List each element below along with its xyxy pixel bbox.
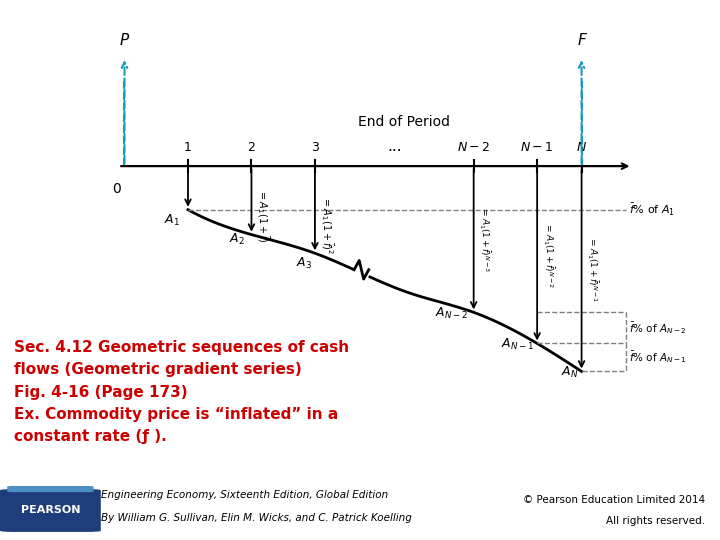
Text: $= A_1(1+\bar{f})^{N-2}$: $= A_1(1+\bar{f})^{N-2}$: [541, 221, 555, 288]
Text: ...: ...: [387, 139, 402, 154]
Text: End of Period: End of Period: [358, 115, 450, 129]
Text: $A_2$: $A_2$: [229, 232, 245, 247]
Text: $\bar{f}$% of $A_1$: $\bar{f}$% of $A_1$: [629, 202, 675, 218]
Text: 3: 3: [311, 141, 319, 154]
Text: $N$: $N$: [576, 141, 587, 154]
FancyBboxPatch shape: [0, 489, 101, 532]
Text: $= A_1(1+\bar{f})^2$: $= A_1(1+\bar{f})^2$: [319, 196, 334, 254]
Text: $N-1$: $N-1$: [521, 141, 554, 154]
Text: Sec. 4.12 Geometric sequences of cash
flows (Geometric gradient series)
Fig. 4-1: Sec. 4.12 Geometric sequences of cash fl…: [14, 340, 349, 444]
Text: $\bar{f}$% of $A_{N-2}$: $\bar{f}$% of $A_{N-2}$: [629, 320, 687, 336]
Text: All rights reserved.: All rights reserved.: [606, 516, 706, 526]
Text: $A_{N-2}$: $A_{N-2}$: [436, 306, 469, 321]
Text: PEARSON: PEARSON: [21, 505, 80, 515]
Text: Engineering Economy, Sixteenth Edition, Global Edition: Engineering Economy, Sixteenth Edition, …: [101, 490, 388, 500]
Text: 0: 0: [112, 181, 121, 195]
Text: 1: 1: [184, 141, 192, 154]
Text: $A_1$: $A_1$: [164, 213, 180, 228]
Text: $= A_1(1+\bar{f})$: $= A_1(1+\bar{f})$: [256, 189, 271, 242]
Text: $= A_1(1+\bar{f})^{N-1}$: $= A_1(1+\bar{f})^{N-1}$: [585, 235, 600, 302]
Text: 2: 2: [248, 141, 256, 154]
Text: $= A_1(1+\bar{f})^{N-3}$: $= A_1(1+\bar{f})^{N-3}$: [477, 206, 492, 273]
FancyBboxPatch shape: [7, 486, 94, 492]
Text: $A_N$: $A_N$: [561, 365, 578, 380]
Text: © Pearson Education Limited 2014: © Pearson Education Limited 2014: [523, 495, 706, 505]
Text: $\bar{f}$% of $A_{N-1}$: $\bar{f}$% of $A_{N-1}$: [629, 349, 687, 366]
Text: F: F: [577, 33, 586, 48]
Text: $A_3$: $A_3$: [296, 256, 312, 272]
Text: P: P: [120, 33, 129, 48]
Text: By William G. Sullivan, Elin M. Wicks, and C. Patrick Koelling: By William G. Sullivan, Elin M. Wicks, a…: [101, 513, 412, 523]
Text: $A_{N-1}$: $A_{N-1}$: [500, 337, 534, 352]
Text: $N-2$: $N-2$: [457, 141, 490, 154]
